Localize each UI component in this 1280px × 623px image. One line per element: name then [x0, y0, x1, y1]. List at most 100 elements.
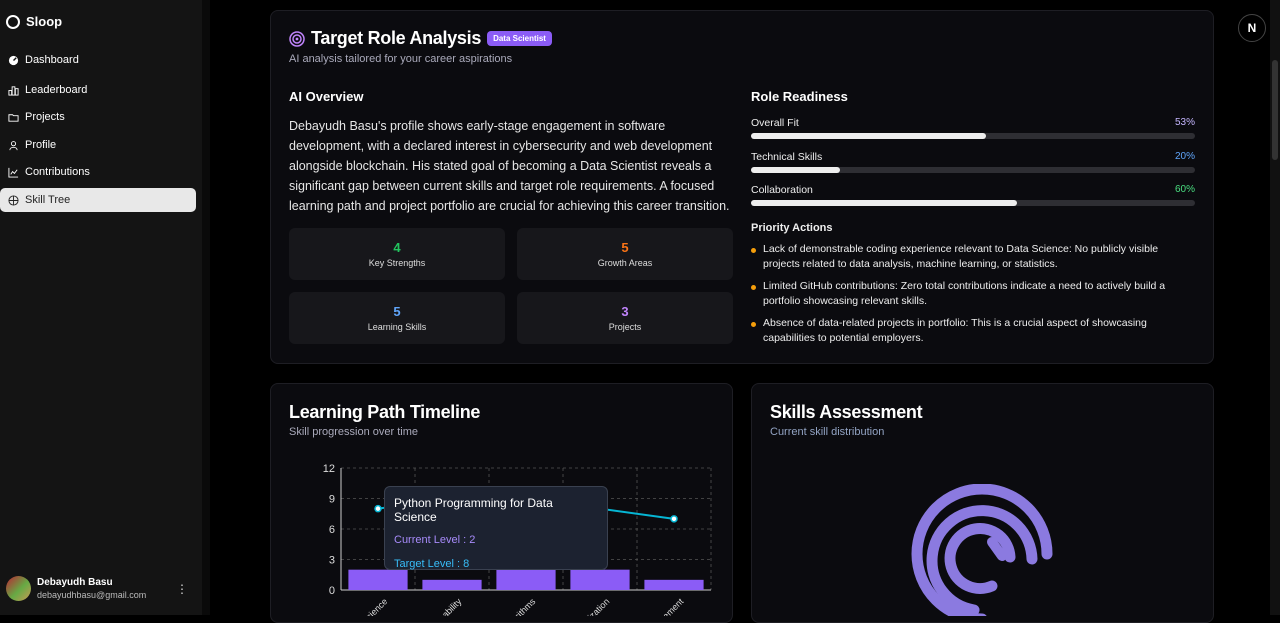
- target-subtitle: AI analysis tailored for your career asp…: [289, 53, 513, 65]
- bar-current-level: [496, 569, 556, 590]
- skills-radial-chart: [911, 484, 1053, 616]
- sidebar-item-dashboard[interactable]: Dashboard: [0, 48, 196, 72]
- tooltip-target-level: Target Level : 8: [394, 558, 470, 570]
- brand[interactable]: Sloop: [6, 14, 62, 29]
- radial-ring-outer: [911, 484, 1053, 616]
- stat-label: Projects: [608, 322, 642, 332]
- readiness-technical-skills: Technical Skills 20%: [751, 151, 1195, 173]
- sidebar-item-label: Projects: [25, 111, 65, 123]
- readiness-label: Technical Skills: [751, 151, 823, 163]
- readiness-heading: Role Readiness: [751, 89, 848, 104]
- stat-value: 3: [621, 304, 629, 319]
- more-options-icon[interactable]: ⋮: [176, 582, 188, 596]
- radial-ring-middle: [926, 505, 1038, 616]
- bullet-dot-icon: [751, 322, 756, 327]
- skills-title: Skills Assessment: [770, 402, 923, 422]
- x-tick-label: Science: [360, 596, 390, 616]
- x-tick-label: lization: [585, 596, 612, 616]
- sidebar-item-label: Leaderboard: [25, 84, 88, 96]
- brand-name: Sloop: [26, 14, 63, 29]
- tooltip-current-level: Current Level : 2: [394, 534, 476, 546]
- y-tick-label: 6: [329, 524, 335, 536]
- stat-value: 5: [621, 240, 629, 255]
- radial-ring-core: [987, 537, 1007, 561]
- priority-action-item: Absence of data-related projects in port…: [751, 316, 1191, 346]
- sidebar-item-projects[interactable]: Projects: [0, 105, 196, 129]
- overview-text: Debayudh Basu's profile shows early-stag…: [289, 119, 730, 213]
- x-tick-label: orithms: [509, 596, 537, 616]
- y-tick-label: 12: [323, 463, 335, 475]
- scrollbar-thumb[interactable]: [1272, 60, 1278, 160]
- sidebar-item-label: Skill Tree: [25, 194, 71, 206]
- priority-action-item: Lack of demonstrable coding experience r…: [751, 242, 1191, 272]
- stat-growth-areas: 5 Growth Areas: [517, 228, 733, 280]
- y-tick-label: 3: [329, 555, 335, 567]
- y-tick-label: 9: [329, 494, 335, 506]
- learning-path-card: Learning Path Timeline Skill progression…: [270, 383, 733, 623]
- sidebar-item-contributions[interactable]: Contributions: [0, 160, 196, 184]
- chart-line-icon: [7, 166, 19, 178]
- skills-subtitle: Current skill distribution: [770, 426, 885, 438]
- user-name: Debayudh Basu: [37, 577, 113, 588]
- readiness-overall-fit: Overall Fit 53%: [751, 117, 1195, 139]
- stat-learning-skills: 5 Learning Skills: [289, 292, 505, 344]
- tooltip-title: Python Programming for Data Science: [394, 496, 553, 524]
- sidebar-item-profile[interactable]: Profile: [0, 133, 196, 157]
- line-point: [670, 515, 678, 523]
- readiness-label: Collaboration: [751, 184, 813, 196]
- role-badge: Data Scientist: [487, 31, 552, 46]
- readiness-value: 20%: [1174, 151, 1195, 162]
- stat-value: 5: [393, 304, 401, 319]
- stat-projects: 3 Projects: [517, 292, 733, 344]
- sidebar-item-leaderboard[interactable]: Leaderboard: [0, 78, 196, 102]
- stat-key-strengths: 4 Key Strengths: [289, 228, 505, 280]
- overview-heading: AI Overview: [289, 89, 364, 104]
- readiness-collaboration: Collaboration 60%: [751, 184, 1195, 206]
- sidebar-item-label: Dashboard: [25, 54, 79, 66]
- y-tick-label: 0: [329, 585, 335, 597]
- readiness-label: Overall Fit: [751, 117, 799, 129]
- line-point: [374, 504, 382, 513]
- stat-label: Key Strengths: [368, 258, 426, 268]
- x-tick-label: ability: [440, 596, 464, 616]
- priority-action-text: Absence of data-related projects in port…: [763, 317, 1147, 344]
- priority-action-text: Limited GitHub contributions: Zero total…: [763, 280, 1166, 307]
- timeline-subtitle: Skill progression over time: [289, 426, 418, 438]
- user-profile[interactable]: Debayudh Basu debayudhbasu@gmail.com ⋮: [6, 576, 196, 601]
- readiness-value: 60%: [1174, 184, 1195, 195]
- bar-current-level: [644, 579, 704, 590]
- skill-tree-icon: [7, 194, 19, 206]
- target-role-card: Target Role Analysis Data Scientist AI a…: [270, 10, 1214, 364]
- timeline-title: Learning Path Timeline: [289, 402, 481, 422]
- sidebar-divider: [202, 0, 210, 615]
- readiness-value: 53%: [1174, 117, 1195, 128]
- target-title: Target Role Analysis: [311, 28, 482, 48]
- user-icon: [7, 139, 19, 151]
- bar-current-level: [348, 569, 408, 590]
- radial-ring-inner: [944, 523, 1016, 594]
- priority-heading: Priority Actions: [751, 222, 833, 234]
- avatar: [6, 576, 31, 601]
- target-icon: [289, 30, 305, 47]
- x-tick-label: gement: [657, 596, 686, 616]
- sidebar-item-skill-tree[interactable]: Skill Tree: [0, 188, 196, 212]
- priority-action-item: Limited GitHub contributions: Zero total…: [751, 279, 1191, 309]
- skills-assessment-card: Skills Assessment Current skill distribu…: [751, 383, 1214, 623]
- bullet-dot-icon: [751, 285, 756, 290]
- avatar-letter: N: [1247, 21, 1257, 35]
- progress-bar: [751, 167, 1195, 173]
- sidebar-item-label: Profile: [25, 139, 57, 151]
- sloop-logo-icon: [6, 14, 20, 29]
- page-scrollbar[interactable]: [1270, 0, 1280, 615]
- stat-label: Growth Areas: [597, 258, 653, 268]
- stat-value: 4: [393, 240, 401, 255]
- progress-bar: [751, 200, 1195, 206]
- leaderboard-icon: [7, 84, 19, 96]
- bullet-dot-icon: [751, 248, 756, 253]
- progress-fill: [751, 133, 987, 139]
- dashboard-icon: [7, 54, 19, 66]
- user-menu-button[interactable]: N: [1238, 14, 1266, 42]
- chart-tooltip: Python Programming for Data Science Curr…: [384, 486, 608, 570]
- progress-fill: [751, 167, 840, 173]
- progress-bar: [751, 133, 1195, 139]
